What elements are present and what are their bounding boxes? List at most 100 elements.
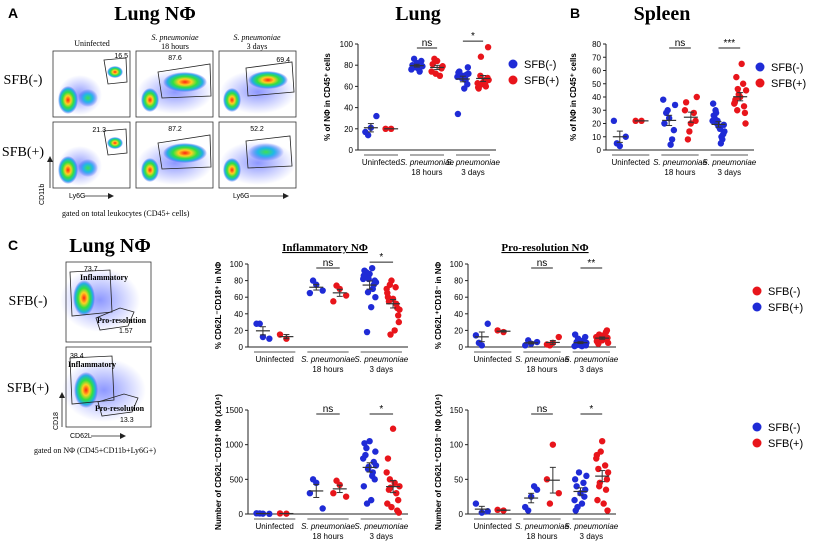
flow-gate-value: 69.4 <box>276 57 290 64</box>
flow-plot-sfb-neg-18h <box>135 50 214 118</box>
plot-spleen-percent: 0 10 20 30 40 50 60 70 80 % of NΦ in CD45⁺ cells U… <box>569 38 757 177</box>
y-tick-label: 150 <box>450 406 464 415</box>
flow-c-row-sfb-neg: SFB(-) <box>9 294 48 309</box>
y-tick-label: 0 <box>239 510 244 519</box>
y-tick-label: 20 <box>454 326 463 335</box>
x-category-label: Uninfected <box>612 158 650 167</box>
data-point-sfb-pos <box>738 60 745 68</box>
significance-label: * <box>379 404 383 415</box>
data-point-sfb-neg <box>574 335 582 342</box>
x-category-label: 3 days <box>718 168 742 177</box>
data-point-sfb-pos <box>477 53 485 60</box>
y-tick-label: 0 <box>239 343 244 352</box>
flow-plot-c-sfb-neg <box>60 261 152 343</box>
data-point-sfb-neg <box>360 272 368 279</box>
flow-a-col-uninfected: Uninfected <box>74 39 110 48</box>
data-point-sfb-neg <box>533 338 541 346</box>
data-point-sfb-neg <box>363 500 371 507</box>
flow-a-col-3d: S. pneumoniae <box>233 33 281 42</box>
data-point-sfb-pos <box>734 85 742 93</box>
data-point-sfb-pos <box>604 469 612 476</box>
data-point-sfb-neg <box>578 500 586 507</box>
legend-a-lung: SFB(-) SFB(+) <box>508 59 559 87</box>
legend-marker-sfb-neg <box>752 422 762 432</box>
flow-c-gate-value: 1.57 <box>119 328 133 335</box>
data-point-sfb-neg <box>363 444 370 452</box>
data-point-sfb-pos <box>484 43 492 51</box>
data-point-sfb-pos <box>598 438 606 445</box>
data-point-sfb-pos <box>342 493 350 500</box>
data-point-sfb-pos <box>733 73 740 81</box>
legend-label-sfb-pos: SFB(+) <box>771 78 806 90</box>
flow-a-caption: gated on total leukocytes (CD45+ cells) <box>62 209 190 218</box>
data-point-sfb-neg <box>309 476 317 483</box>
x-category-label: 18 hours <box>526 365 557 374</box>
data-point-sfb-neg <box>671 101 679 109</box>
x-category-label: 3 days <box>370 532 394 541</box>
flow-c-gate-name: Inflammatory <box>80 273 128 282</box>
data-point-sfb-neg <box>572 507 579 514</box>
plot-pro-resolution-number: 0 50 100 150 Number of CD62L⁺CD18⁻ NΦ (x10⁴)… <box>434 394 619 541</box>
y-tick-label: 60 <box>592 67 601 76</box>
data-point-sfb-neg <box>364 131 372 139</box>
data-point-sfb-neg <box>372 294 379 301</box>
flow-gate-value: 16.5 <box>114 53 128 60</box>
data-point-sfb-pos <box>741 109 749 117</box>
y-tick-label: 1000 <box>225 441 243 450</box>
flow-c-x-label: CD62L <box>70 433 92 440</box>
data-point-sfb-neg <box>668 136 676 143</box>
significance-label: * <box>471 31 475 42</box>
data-point-sfb-neg <box>364 289 372 296</box>
y-tick-label: 1500 <box>225 406 243 415</box>
data-point-sfb-neg <box>660 96 667 103</box>
flow-c-caption: gated on NΦ (CD45+CD11b+Ly6G+) <box>34 446 156 455</box>
data-point-sfb-pos <box>394 496 402 504</box>
data-point-sfb-neg <box>613 140 621 147</box>
data-point-sfb-neg <box>575 469 583 476</box>
y-tick-label: 60 <box>454 293 463 302</box>
data-point-sfb-pos <box>395 318 403 326</box>
data-point-sfb-pos <box>384 455 392 462</box>
y-tick-label: 10 <box>592 133 601 142</box>
data-point-sfb-neg <box>717 140 725 147</box>
y-tick-label: 0 <box>349 146 354 155</box>
flow-gate-value: 87.6 <box>168 55 182 62</box>
data-point-sfb-neg <box>362 451 369 459</box>
flow-plot-sfb-pos-3d <box>218 121 297 189</box>
data-point-sfb-neg <box>373 112 380 120</box>
y-axis-label: % of NΦ in CD45⁺ cells <box>569 53 578 141</box>
data-point-sfb-pos <box>494 327 501 334</box>
data-point-sfb-pos <box>739 80 747 87</box>
data-point-sfb-neg <box>368 472 376 480</box>
flow-gate-value: 52.2 <box>250 126 264 133</box>
legend-label-sfb-neg: SFB(-) <box>771 62 803 74</box>
y-tick-label: 40 <box>592 93 601 102</box>
subtitle-pro-resolution: Pro-resolution NΦ <box>501 242 588 254</box>
data-point-sfb-pos <box>693 93 700 101</box>
data-point-sfb-pos <box>742 120 749 127</box>
x-category-label: Uninfected <box>256 522 294 531</box>
data-point-sfb-pos <box>438 65 445 72</box>
data-point-sfb-neg <box>361 440 368 447</box>
data-point-sfb-neg <box>571 496 578 504</box>
y-tick-label: 80 <box>234 277 243 286</box>
data-point-sfb-neg <box>610 117 618 125</box>
data-point-sfb-pos <box>330 298 337 305</box>
y-tick-label: 500 <box>230 475 244 484</box>
data-point-sfb-neg <box>259 333 267 341</box>
data-point-sfb-pos <box>391 327 398 334</box>
flow-a-row-sfb-neg: SFB(-) <box>4 73 43 88</box>
y-tick-label: 30 <box>592 106 601 115</box>
data-point-sfb-pos <box>593 451 601 459</box>
plot-pro-resolution-percent: 0 20 40 60 80 100 % CD62L⁺CD18⁻ in NΦ Uninfecte… <box>434 258 619 374</box>
data-point-sfb-pos <box>684 136 692 143</box>
data-point-sfb-neg <box>319 505 326 512</box>
data-point-sfb-pos <box>384 289 391 297</box>
data-point-sfb-neg <box>309 277 317 284</box>
legend-marker-sfb-neg <box>508 59 518 69</box>
y-tick-label: 60 <box>344 82 353 91</box>
data-point-sfb-neg <box>583 472 590 480</box>
y-tick-label: 40 <box>344 104 353 113</box>
data-point-sfb-neg <box>366 438 373 445</box>
